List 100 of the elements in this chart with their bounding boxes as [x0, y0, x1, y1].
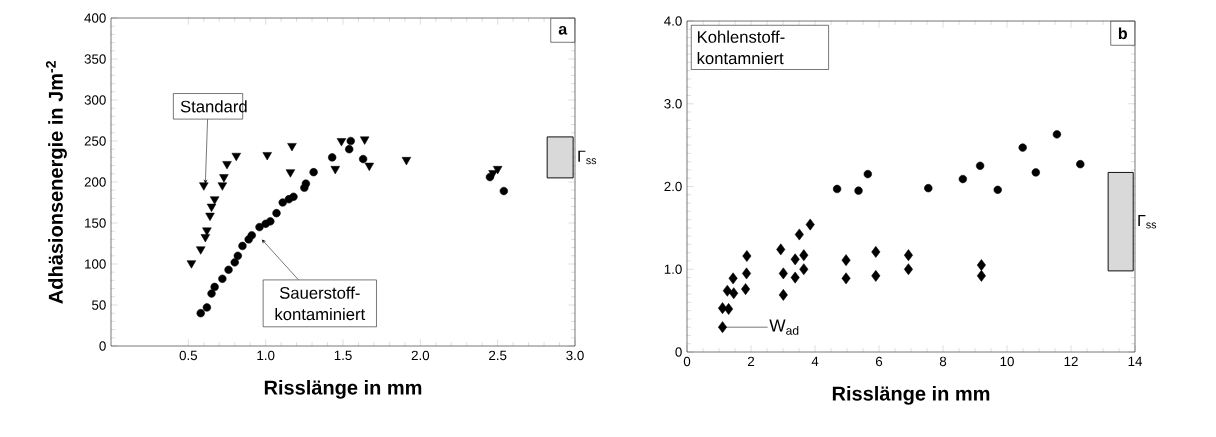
point	[289, 192, 298, 201]
point	[231, 152, 241, 162]
point	[205, 212, 215, 221]
annotation: b	[1118, 27, 1127, 40]
point	[794, 228, 804, 241]
point	[207, 289, 216, 298]
point	[345, 145, 354, 154]
x-tick-label: 2	[747, 356, 755, 367]
x-tick-label: 0.5	[179, 350, 198, 361]
annotation: Sauerstoff-kontaminiert	[275, 286, 366, 321]
x-tick-label: 8	[939, 356, 947, 367]
y-tick-label: 250	[84, 136, 106, 146]
point	[206, 203, 217, 212]
point	[360, 136, 370, 145]
point	[272, 209, 281, 218]
point	[871, 246, 881, 258]
point	[217, 182, 228, 191]
x-tick-label: 6	[875, 356, 883, 367]
point	[799, 263, 809, 276]
y-tick-label: 300	[84, 95, 106, 105]
point	[863, 169, 872, 179]
annotation: a	[558, 25, 568, 35]
point	[1018, 143, 1027, 152]
point	[778, 267, 788, 280]
point	[287, 143, 297, 152]
point	[841, 272, 851, 285]
y-tick-label: 350	[84, 54, 106, 64]
point	[976, 270, 986, 282]
x-tick-label: 4	[811, 356, 819, 366]
annotation: W$_{ad}$	[769, 319, 799, 335]
point	[247, 231, 256, 240]
point	[186, 260, 197, 269]
x-tick-label: 12	[1064, 356, 1078, 367]
point	[871, 270, 881, 282]
point	[903, 263, 913, 276]
x-tick-label: 2.0	[411, 350, 430, 361]
y-axis-title: Adhäsionsenergie in Jm$^{-2}$	[45, 61, 67, 304]
point	[336, 138, 347, 147]
x-tick-label: 0	[683, 356, 691, 367]
y-tick-label: 4.0	[664, 16, 682, 26]
point	[790, 253, 800, 266]
y-tick-label: 1.0	[664, 264, 682, 274]
point	[805, 218, 815, 231]
y-tick-label: 3.0	[664, 99, 682, 109]
band-label: Γ$_{ss}$	[578, 150, 597, 165]
annotation: Standard	[180, 100, 247, 113]
y-tick-label: 0	[99, 341, 106, 351]
point	[219, 174, 229, 183]
point	[1076, 160, 1085, 169]
x-tick-label: 3.0	[566, 350, 584, 361]
x-tick-label: 1.0	[257, 350, 275, 361]
point	[776, 243, 786, 256]
point	[799, 249, 809, 262]
point	[199, 182, 209, 191]
point	[728, 272, 738, 285]
point	[790, 271, 800, 284]
x-axis-title: Risslänge in mm	[832, 385, 990, 405]
point	[729, 287, 739, 300]
point	[364, 162, 374, 171]
point	[266, 217, 275, 226]
point	[196, 309, 205, 318]
point	[903, 249, 913, 262]
point	[742, 250, 752, 262]
point	[262, 152, 272, 161]
point	[975, 161, 985, 170]
annotation: Kohlenstoff-kontamniert	[697, 30, 785, 65]
point	[993, 185, 1002, 194]
point	[841, 254, 851, 267]
point	[346, 136, 355, 146]
point	[301, 179, 311, 188]
point	[1031, 168, 1040, 177]
x-tick-label: 14	[1128, 356, 1143, 366]
point	[309, 168, 318, 177]
point	[196, 246, 206, 255]
point	[210, 282, 219, 292]
y-tick-label: 50	[92, 300, 106, 310]
x-tick-label: 2.5	[489, 350, 507, 361]
y-tick-label: 200	[84, 177, 106, 187]
point	[238, 241, 247, 251]
point	[401, 157, 412, 166]
point	[924, 184, 933, 193]
point	[209, 196, 220, 205]
point	[854, 186, 863, 195]
point	[255, 222, 264, 232]
point	[358, 154, 368, 164]
point	[222, 161, 232, 170]
x-axis-title: Risslänge in mm	[264, 379, 422, 399]
x-tick-label: 1.5	[334, 350, 352, 361]
point	[224, 265, 233, 274]
point	[278, 198, 287, 207]
y-tick-label: 2.0	[664, 181, 682, 192]
point	[499, 186, 508, 196]
point	[233, 251, 242, 260]
x-tick-label: 10	[1000, 356, 1014, 367]
point	[1052, 130, 1062, 139]
y-tick-label: 400	[84, 13, 106, 23]
point	[202, 227, 212, 236]
point	[741, 283, 751, 295]
point	[328, 153, 337, 162]
point	[976, 259, 986, 271]
